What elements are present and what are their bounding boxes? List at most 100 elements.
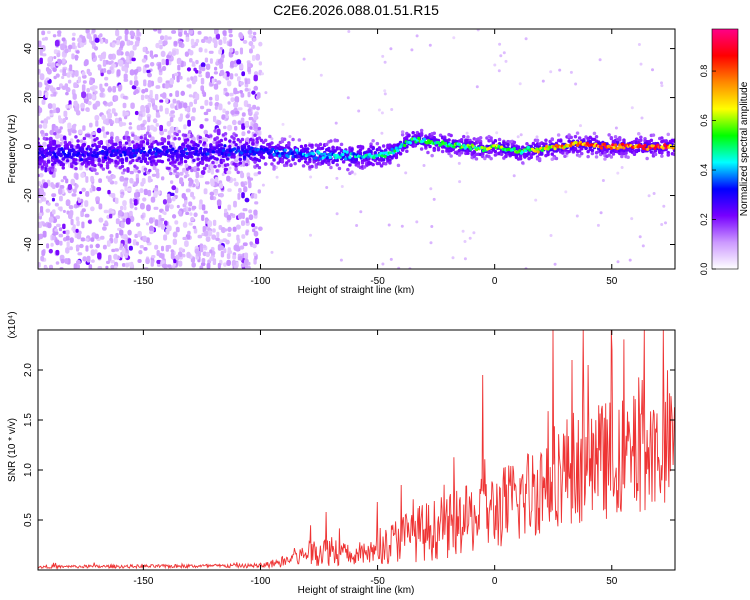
heatmap-cell bbox=[419, 147, 424, 151]
heatmap-cell bbox=[203, 137, 207, 142]
heatmap-cell bbox=[233, 63, 238, 68]
heatmap-cell bbox=[40, 45, 46, 52]
heatmap-cell bbox=[586, 154, 590, 159]
heatmap-cell bbox=[224, 208, 228, 213]
heatmap-cell bbox=[167, 225, 172, 232]
heatmap-cell bbox=[381, 54, 385, 58]
heatmap-cell bbox=[61, 75, 65, 79]
heatmap-cell bbox=[283, 148, 287, 152]
heatmap-cell bbox=[213, 189, 219, 193]
heatmap-cell bbox=[252, 37, 257, 42]
heatmap-cell bbox=[466, 151, 470, 155]
heatmap-cell bbox=[390, 108, 394, 111]
heatmap-cell bbox=[157, 29, 162, 34]
heatmap-cell bbox=[154, 162, 158, 166]
heatmap-cell bbox=[53, 49, 58, 55]
heatmap-cell bbox=[70, 145, 74, 149]
heatmap-cell bbox=[535, 147, 539, 151]
heatmap-cell bbox=[110, 260, 115, 264]
heatmap-cell bbox=[270, 162, 274, 166]
heatmap-cell bbox=[248, 214, 254, 221]
heatmap-cell bbox=[73, 100, 78, 107]
heatmap-cell bbox=[198, 140, 202, 144]
heatmap-cell bbox=[390, 147, 394, 151]
snr-y-tick-label: 1.0 bbox=[23, 463, 34, 477]
heatmap-cell bbox=[200, 85, 205, 92]
heatmap-cell bbox=[436, 141, 441, 145]
heatmap-cell bbox=[47, 103, 53, 110]
heatmap-cell bbox=[230, 152, 234, 156]
heatmap-cell bbox=[124, 157, 129, 161]
heatmap-cell bbox=[96, 187, 102, 192]
heatmap-cell bbox=[86, 68, 91, 75]
heatmap-cell bbox=[187, 207, 192, 212]
heatmap-cell bbox=[327, 146, 331, 151]
heatmap-cell bbox=[76, 232, 82, 240]
heatmap-cell bbox=[183, 207, 187, 212]
heatmap-cell bbox=[196, 143, 200, 148]
heatmap-cell bbox=[255, 163, 259, 168]
snr-y-multiplier: (x10⁴) bbox=[7, 311, 18, 338]
heatmap-cell bbox=[447, 138, 451, 142]
heatmap-cell bbox=[263, 138, 268, 143]
heatmap-cell bbox=[247, 261, 251, 266]
heatmap-cell bbox=[113, 112, 118, 117]
heatmap-cell bbox=[569, 135, 573, 140]
heatmap-cell bbox=[504, 154, 508, 158]
heatmap-cell bbox=[341, 160, 346, 164]
heatmap-cell bbox=[81, 187, 86, 192]
heatmap-cell bbox=[53, 56, 57, 60]
heatmap-cell bbox=[237, 77, 241, 82]
heatmap-cell bbox=[580, 147, 584, 151]
heatmap-cell bbox=[247, 130, 251, 134]
heatmap-cell bbox=[137, 156, 141, 160]
heatmap-cell bbox=[50, 242, 54, 247]
heatmap-cell bbox=[234, 111, 240, 115]
heatmap-cell bbox=[106, 69, 112, 75]
heatmap-cell bbox=[198, 47, 203, 53]
heatmap-cell bbox=[91, 29, 96, 33]
heatmap-cell bbox=[111, 210, 115, 214]
heatmap-cell bbox=[183, 147, 188, 151]
heatmap-cell bbox=[225, 76, 230, 81]
heatmap-cell bbox=[105, 131, 110, 135]
heatmap-cell bbox=[69, 237, 74, 243]
heatmap-cell bbox=[176, 155, 181, 159]
heatmap-cell bbox=[47, 56, 53, 64]
heatmap-cell bbox=[225, 110, 230, 115]
heatmap-cell bbox=[251, 138, 255, 142]
heatmap-cell bbox=[334, 121, 338, 125]
heatmap-cell bbox=[48, 143, 53, 147]
heatmap-cell bbox=[101, 53, 106, 60]
heatmap-cell bbox=[149, 94, 153, 99]
heatmap-cell bbox=[75, 184, 79, 188]
heatmap-cell bbox=[204, 57, 209, 63]
heatmap-cell bbox=[192, 158, 196, 163]
heatmap-cell bbox=[136, 136, 141, 142]
heatmap-cell bbox=[320, 152, 324, 156]
snr-y-label: SNR (10 * v/v) bbox=[7, 418, 18, 482]
heatmap-cell bbox=[136, 222, 141, 227]
heatmap-cell bbox=[337, 146, 342, 151]
heatmap-cell bbox=[559, 139, 563, 143]
heatmap-cell bbox=[241, 131, 246, 137]
heatmap-cell bbox=[136, 36, 141, 42]
heatmap-cell bbox=[537, 157, 542, 161]
heatmap-cell bbox=[400, 130, 405, 134]
heatmap-cell bbox=[45, 77, 50, 81]
heatmap-cell bbox=[232, 226, 237, 232]
heatmap-cell bbox=[128, 126, 133, 130]
heatmap-cell bbox=[102, 151, 106, 155]
heatmap-cell bbox=[57, 144, 61, 148]
heatmap-cell bbox=[215, 33, 220, 40]
heatmap-cell bbox=[118, 59, 124, 67]
heatmap-cell bbox=[241, 192, 245, 199]
heatmap-cell bbox=[145, 141, 150, 145]
heatmap-cell bbox=[183, 159, 188, 164]
heatmap-cell bbox=[287, 143, 291, 147]
heatmap-cell bbox=[217, 262, 221, 269]
heatmap-cell bbox=[105, 118, 110, 126]
heatmap-cell bbox=[101, 167, 106, 171]
heatmap-cell bbox=[84, 238, 89, 242]
heatmap-cell bbox=[328, 155, 332, 159]
